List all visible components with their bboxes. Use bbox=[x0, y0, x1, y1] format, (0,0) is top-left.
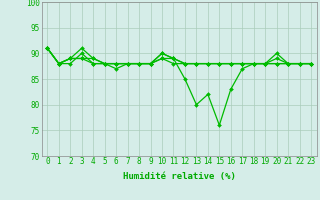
X-axis label: Humidité relative (%): Humidité relative (%) bbox=[123, 172, 236, 181]
